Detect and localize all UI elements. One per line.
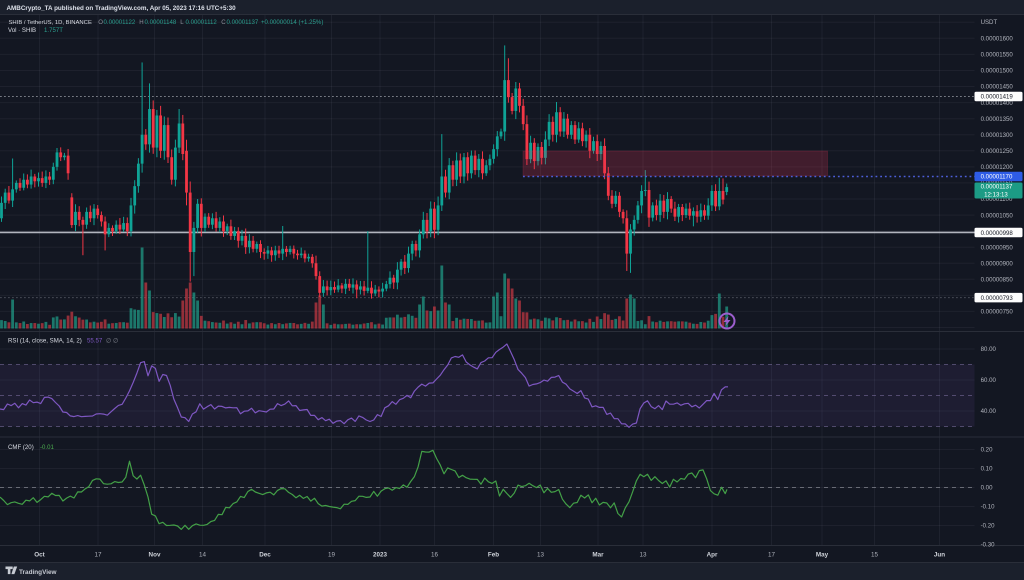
svg-text:0.00000900: 0.00000900 bbox=[981, 261, 1014, 268]
svg-text:CMF (20): CMF (20) bbox=[8, 444, 34, 451]
svg-text:USDT: USDT bbox=[981, 19, 998, 26]
svg-text:TradingView: TradingView bbox=[19, 569, 57, 576]
svg-text:AMBCrypto_TA published on Trad: AMBCrypto_TA published on TradingView.co… bbox=[7, 5, 237, 12]
svg-text:17: 17 bbox=[768, 551, 776, 558]
svg-text:0.00001100: 0.00001100 bbox=[981, 196, 1013, 203]
svg-text:Dec: Dec bbox=[259, 551, 271, 558]
svg-text:+0.00000014 (+1.25%): +0.00000014 (+1.25%) bbox=[261, 19, 323, 26]
svg-text:15: 15 bbox=[871, 551, 879, 558]
svg-text:0.00001137: 0.00001137 bbox=[981, 184, 1013, 191]
svg-text:Feb: Feb bbox=[488, 551, 499, 558]
svg-text:2023: 2023 bbox=[373, 551, 388, 558]
svg-text:H: H bbox=[139, 19, 143, 26]
svg-text:0.00001400: 0.00001400 bbox=[981, 100, 1014, 107]
svg-text:40.00: 40.00 bbox=[981, 408, 997, 415]
svg-text:Mar: Mar bbox=[592, 551, 604, 558]
svg-text:0.00000850: 0.00000850 bbox=[981, 277, 1014, 284]
svg-text:0.00001122: 0.00001122 bbox=[104, 19, 136, 26]
svg-text:-0.10: -0.10 bbox=[981, 504, 996, 511]
svg-text:∅ ∅: ∅ ∅ bbox=[106, 337, 118, 344]
svg-text:0.00001112: 0.00001112 bbox=[186, 19, 218, 26]
svg-text:0.00000998: 0.00000998 bbox=[981, 230, 1014, 237]
svg-text:16: 16 bbox=[431, 551, 439, 558]
svg-text:-0.20: -0.20 bbox=[981, 523, 996, 530]
svg-text:0.00000750: 0.00000750 bbox=[981, 309, 1014, 316]
svg-text:O: O bbox=[98, 19, 103, 26]
svg-text:Vol · SHIB: Vol · SHIB bbox=[8, 27, 36, 34]
svg-text:1.757T: 1.757T bbox=[44, 27, 63, 34]
svg-text:0.00001250: 0.00001250 bbox=[981, 148, 1014, 155]
svg-text:SHIB / TetherUS, 1D, BINANCE: SHIB / TetherUS, 1D, BINANCE bbox=[9, 20, 92, 26]
svg-text:Nov: Nov bbox=[149, 551, 161, 558]
svg-text:0.20: 0.20 bbox=[981, 447, 993, 454]
svg-text:19: 19 bbox=[328, 551, 336, 558]
svg-text:-0.30: -0.30 bbox=[981, 542, 996, 549]
svg-text:0.00001450: 0.00001450 bbox=[981, 84, 1014, 91]
svg-text:0.00001600: 0.00001600 bbox=[981, 36, 1014, 43]
svg-text:0.00001137: 0.00001137 bbox=[227, 19, 259, 26]
svg-text:0.10: 0.10 bbox=[981, 466, 993, 473]
svg-text:13: 13 bbox=[639, 551, 647, 558]
svg-text:RSI (14, close, SMA, 14, 2): RSI (14, close, SMA, 14, 2) bbox=[8, 337, 82, 344]
svg-text:Jun: Jun bbox=[934, 551, 945, 558]
svg-text:Apr: Apr bbox=[707, 551, 718, 558]
svg-text:12:13:13: 12:13:13 bbox=[984, 191, 1008, 198]
svg-text:-0.01: -0.01 bbox=[40, 444, 55, 451]
svg-text:0.00001170: 0.00001170 bbox=[981, 174, 1013, 181]
svg-text:80.00: 80.00 bbox=[981, 346, 997, 353]
svg-text:55.57: 55.57 bbox=[87, 337, 103, 344]
svg-text:13: 13 bbox=[537, 551, 545, 558]
svg-text:0.00001300: 0.00001300 bbox=[981, 132, 1014, 139]
svg-text:0.00001050: 0.00001050 bbox=[981, 212, 1014, 219]
svg-text:0.00001500: 0.00001500 bbox=[981, 68, 1014, 75]
svg-text:L: L bbox=[180, 19, 184, 26]
svg-text:0.00001419: 0.00001419 bbox=[981, 94, 1014, 101]
svg-text:0.00001200: 0.00001200 bbox=[981, 164, 1014, 171]
svg-text:0.00001350: 0.00001350 bbox=[981, 116, 1014, 123]
svg-text:14: 14 bbox=[199, 551, 207, 558]
svg-text:0.00001550: 0.00001550 bbox=[981, 52, 1014, 59]
svg-text:May: May bbox=[816, 551, 829, 558]
svg-text:0.00000950: 0.00000950 bbox=[981, 244, 1014, 251]
svg-text:Oct: Oct bbox=[34, 551, 45, 558]
svg-text:0.00: 0.00 bbox=[981, 485, 993, 492]
svg-text:60.00: 60.00 bbox=[981, 377, 997, 384]
svg-text:0.00001148: 0.00001148 bbox=[145, 19, 177, 26]
svg-text:17: 17 bbox=[94, 551, 102, 558]
svg-text:0.00000793: 0.00000793 bbox=[981, 295, 1014, 302]
svg-text:C: C bbox=[221, 19, 226, 26]
